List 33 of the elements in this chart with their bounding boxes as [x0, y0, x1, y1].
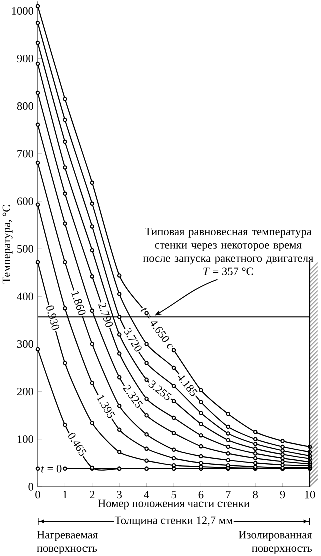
text: Толщина стенки 12,7 мм [114, 516, 233, 527]
text: 0.930 [46, 306, 60, 330]
text: Изолированная поверхность [238, 531, 312, 554]
text: 2.790 [98, 302, 114, 328]
y-tick-label: 0 [28, 483, 34, 491]
x-tick-label: 7 [226, 491, 231, 498]
y-tick-label: 100 [18, 436, 34, 444]
y-tick-label: 600 [17, 198, 34, 206]
y-tick-label: 500 [18, 245, 34, 253]
y-tick-label: 300 [18, 340, 34, 348]
annotation: Типовая равновесная температура стенки через некоторое время после запуска ракетного двигателя [143, 228, 314, 265]
text: 1.860 [72, 291, 86, 316]
x-tick-label: 6 [198, 491, 204, 499]
x-tick-label: 5 [172, 491, 176, 499]
x-axis-title: Номер положения части стенки [98, 500, 250, 510]
x-tick-label: 2 [90, 491, 95, 499]
y-tick-label: 1000 [12, 7, 34, 15]
x-tick-label: 0 [36, 491, 40, 499]
x-tick-label: 10 [305, 491, 316, 499]
x-tick-label: 1 [63, 491, 68, 499]
series-label: t = 0 [42, 465, 62, 473]
x-tick-label: 8 [253, 491, 258, 499]
y-tick-label: 200 [17, 388, 34, 396]
y-tick-label: 900 [17, 54, 34, 63]
y-tick-label: 800 [17, 102, 34, 110]
annotation: T = 357 °C [204, 268, 254, 276]
y-tick-label: 700 [18, 150, 34, 158]
x-tick-label: 9 [280, 491, 286, 499]
x-tick-label: 3 [117, 491, 122, 499]
y-tick-label: 400 [17, 292, 34, 300]
text: Нагреваемая поверхность [37, 531, 98, 554]
x-tick-label: 4 [144, 491, 150, 499]
y-axis-title: Температура, °C [2, 205, 13, 284]
